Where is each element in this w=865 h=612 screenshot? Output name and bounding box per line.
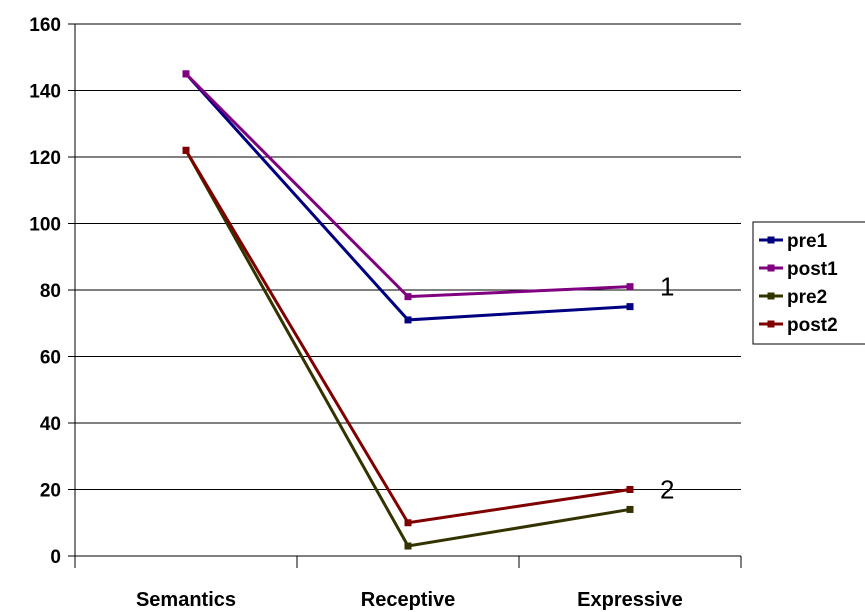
legend-item-post1[interactable]: post1 — [759, 259, 838, 280]
gridlines — [75, 23, 741, 490]
legend-swatch-marker — [767, 236, 775, 244]
legend-label: post1 — [787, 259, 838, 280]
legend-swatch-marker — [767, 292, 775, 300]
annotations: 12 — [660, 272, 674, 505]
legend-item-pre2[interactable]: pre2 — [759, 287, 827, 308]
legend-item-pre1[interactable]: pre1 — [759, 231, 828, 252]
legend-label: pre2 — [787, 287, 827, 308]
legend-label: post2 — [787, 315, 838, 336]
y-tick-label: 120 — [29, 148, 61, 169]
x-category-label: Receptive — [361, 589, 456, 611]
legend-item-post2[interactable]: post2 — [759, 315, 838, 336]
y-tick-label: 0 — [50, 547, 61, 568]
legend-swatch-marker — [767, 264, 775, 272]
data-point-post1 — [182, 70, 190, 78]
series-line-pre1 — [184, 72, 631, 322]
y-tick-label: 100 — [29, 215, 61, 236]
series-lines — [182, 70, 634, 550]
y-tick-label: 80 — [40, 281, 61, 302]
annotation-label: 1 — [660, 272, 674, 302]
y-tick-label: 40 — [40, 414, 61, 435]
data-point-post1 — [626, 283, 634, 291]
y-tick-label: 60 — [40, 348, 61, 369]
x-axis-ticks: Semantics Receptive Expressive — [74, 556, 742, 611]
data-point-pre2 — [626, 505, 634, 513]
data-point-pre2 — [404, 542, 412, 550]
axes — [74, 24, 741, 563]
y-tick-label: 20 — [40, 481, 61, 502]
annotation-label: 2 — [660, 475, 674, 505]
legend-label: pre1 — [787, 231, 828, 252]
x-category-label: Expressive — [577, 589, 683, 611]
x-category-label: Semantics — [136, 589, 236, 611]
y-tick-label: 160 — [29, 15, 61, 36]
y-tick-label: 140 — [29, 82, 61, 103]
legend[interactable]: pre1 post1 pre2 post2 — [752, 221, 865, 345]
data-point-pre1 — [626, 303, 634, 311]
data-point-post1 — [404, 293, 412, 301]
y-axis-ticks: 0 20 40 60 80 100 120 140 160 — [29, 15, 75, 568]
data-point-post2 — [404, 519, 412, 527]
data-point-post2 — [182, 146, 190, 154]
series-line-post2 — [184, 149, 631, 525]
data-point-post2 — [626, 486, 634, 493]
data-point-pre1 — [404, 316, 412, 324]
legend-swatch-marker — [767, 320, 775, 328]
series-line-pre2 — [184, 149, 631, 548]
